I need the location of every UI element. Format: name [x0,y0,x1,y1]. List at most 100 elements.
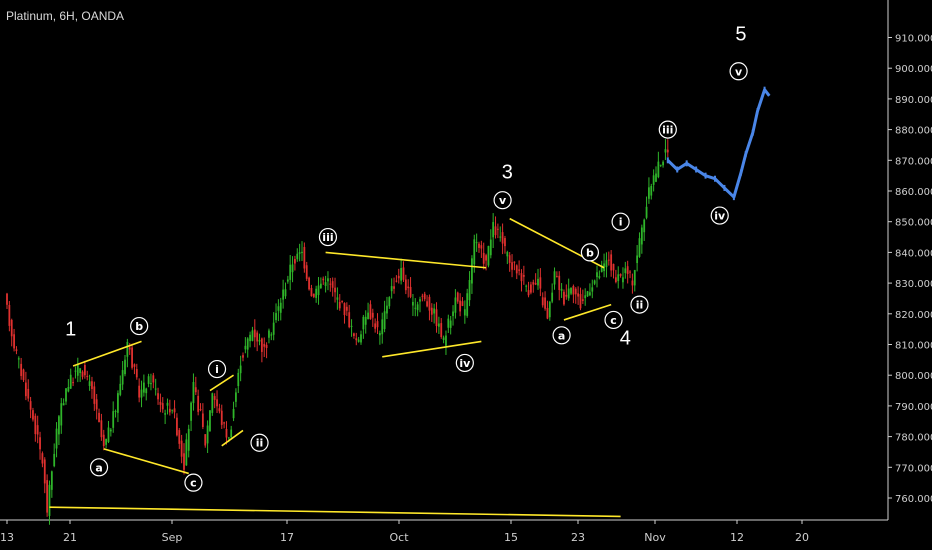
trendline[interactable] [221,429,244,447]
trendline[interactable] [209,374,234,392]
candle-body [10,319,13,337]
candle-body [213,396,216,400]
candle-body [55,428,58,449]
wave-sublabel-text: i [619,216,623,229]
candle-body [574,288,577,295]
trendline[interactable] [72,340,142,367]
candle-body [322,278,325,281]
candle-body [157,393,159,400]
candle-body [409,286,412,297]
candle-body [607,259,610,261]
candle-body [242,355,244,358]
wave-sublabel: ii [630,295,649,314]
wave-sublabel-circle [710,206,729,225]
trendline[interactable] [103,448,189,475]
candle-body [291,264,294,273]
x-tick-label: 12 [730,531,744,544]
candle-body [126,341,129,357]
candle-body [454,297,457,313]
candle-body [249,334,251,342]
candle-body [593,280,596,284]
candle-body [329,283,332,285]
candle-body [296,253,299,260]
candle-body [381,319,384,335]
candle-body [463,309,466,316]
candle-body [211,393,214,413]
wave-sublabel: b [580,243,600,262]
x-tick-label: 17 [280,531,294,544]
wave-sublabel: v [493,191,512,210]
candle-body [185,439,188,466]
candle-body [253,329,256,338]
wave-sublabel-text: iii [322,231,333,244]
candle-body [41,453,44,464]
wave-sublabel: i [611,212,630,231]
candle-body [617,274,620,282]
candle-body [319,283,322,288]
candle-body [60,403,63,426]
candle-body [648,187,650,199]
candle-body [492,222,495,238]
candle-body [520,273,523,282]
wave-sublabel-text: a [558,329,565,342]
candle-body [135,369,138,378]
candle-body [220,410,223,425]
candle-body [511,262,513,270]
wave-sublabel-circle [552,326,571,345]
candle-body [473,239,476,265]
trendline[interactable] [382,340,482,358]
wave-sublabel: c [604,310,623,330]
candle-body [298,252,301,254]
x-tick-label: Oct [389,531,409,544]
wave-sublabel: iii [318,227,338,247]
candle-body [239,365,242,374]
candle-body [43,459,46,484]
trendline[interactable] [49,506,621,518]
wave-sublabel-text: ii [636,299,644,312]
candle-body [152,375,155,383]
candle-body [537,278,539,286]
candle-body [504,238,506,247]
candle-body [206,425,209,444]
candle-body [530,284,532,293]
candle-body [402,267,405,280]
y-tick-label: 870.000 [895,156,932,167]
candle-body [36,425,39,435]
candle-body [546,307,549,319]
candle-body [622,277,624,283]
candle-body [50,471,53,490]
y-tick-label: 810.000 [895,341,932,352]
candle-body [362,316,365,330]
candle-body [499,236,502,238]
candle-body [348,312,351,328]
wave-sublabel: i [207,359,227,379]
wave-sublabel: c [184,473,203,492]
candle-body [331,281,334,288]
candle-body [397,275,400,279]
candle-body [312,293,315,297]
candle-body [289,264,292,280]
candle-body [466,293,469,316]
candle-body [423,293,426,300]
candle-body [471,258,473,284]
candle-body [171,409,174,411]
candle-body [565,294,568,297]
candle-body [624,268,627,274]
candle-body [487,245,490,266]
trendline[interactable] [325,251,487,269]
candle-body [371,312,374,318]
candle-body [369,304,372,320]
trendline[interactable] [563,303,612,321]
y-tick-label: 850.000 [895,218,932,229]
candle-body [659,164,662,166]
candle-body [197,395,200,412]
candle-body [159,401,162,405]
wave-sublabel-text: v [735,65,743,78]
candle-body [173,408,176,413]
candle-body [353,333,355,336]
candle-body [555,276,558,278]
candle-body [456,292,459,302]
candle-body [225,428,228,438]
